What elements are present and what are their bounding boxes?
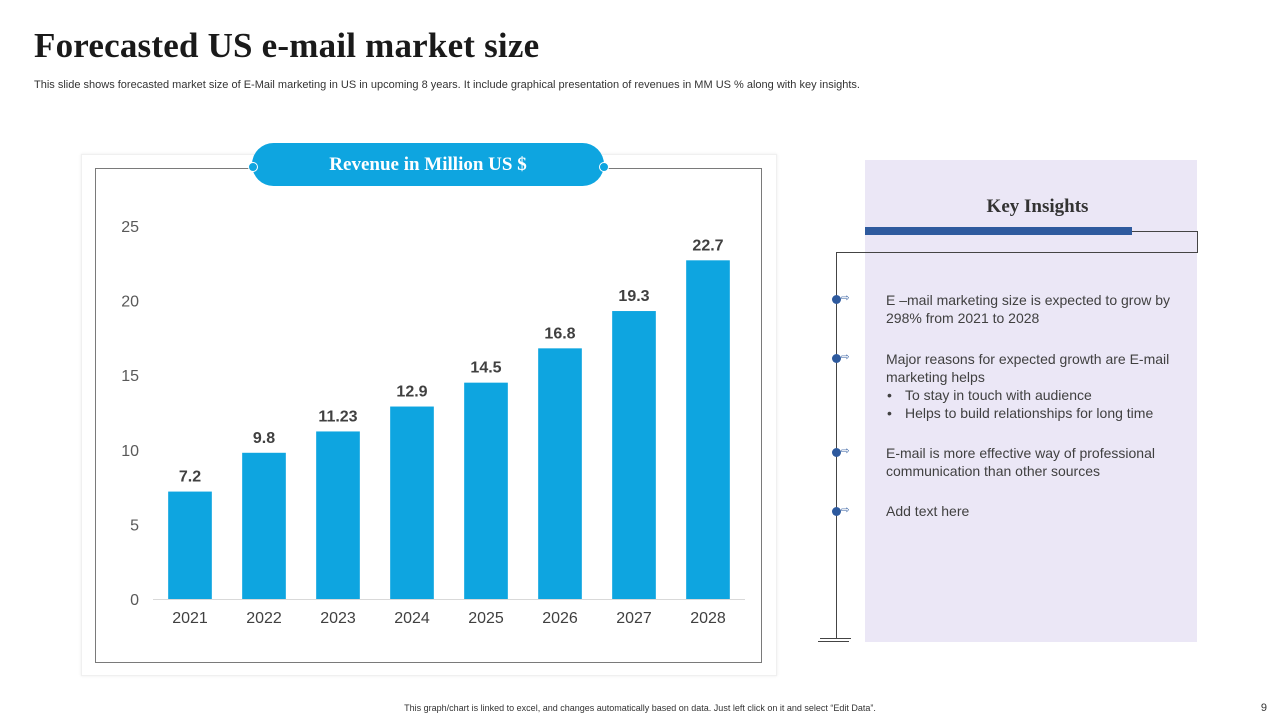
chart-title: Revenue in Million US $ — [252, 143, 604, 186]
timeline-base — [818, 641, 849, 642]
bar[interactable] — [168, 491, 212, 599]
insight-marker-dot — [832, 448, 841, 457]
bar[interactable] — [242, 452, 286, 599]
slide-subtitle: This slide shows forecasted market size … — [34, 79, 860, 91]
y-tick-label: 25 — [121, 219, 139, 236]
y-tick-label: 15 — [121, 368, 139, 385]
data-label: 11.23 — [318, 408, 357, 425]
x-tick-label: 2025 — [468, 610, 504, 627]
data-label: 9.8 — [253, 430, 275, 447]
x-tick-label: 2023 — [320, 610, 356, 627]
bar[interactable] — [464, 382, 508, 599]
insight-item: E –mail marketing size is expected to gr… — [886, 292, 1171, 326]
insight-item: Add text here — [886, 503, 970, 519]
insights-title: Key Insights — [986, 196, 1089, 217]
arrow-right-icon: ⇨ — [841, 446, 850, 457]
insight-item-text: Major reasons for expected growth are E-… — [886, 351, 1170, 385]
y-tick-label: 10 — [121, 443, 139, 460]
arrow-right-icon: ⇨ — [841, 505, 850, 516]
chart-title-right-dot — [599, 162, 609, 172]
timeline-line — [836, 252, 837, 639]
x-tick-label: 2022 — [246, 610, 282, 627]
data-label: 16.8 — [544, 325, 575, 342]
arrow-right-icon: ⇨ — [841, 293, 850, 304]
arrow-right-icon: ⇨ — [841, 352, 850, 363]
y-tick-label: 20 — [121, 294, 139, 311]
bar[interactable] — [612, 311, 656, 599]
insights-connector — [836, 252, 1198, 253]
x-tick-label: 2027 — [616, 610, 652, 627]
slide-title: Forecasted US e-mail market size — [34, 26, 540, 65]
bar[interactable] — [316, 431, 360, 599]
insight-marker-dot — [832, 354, 841, 363]
insights-connector — [1132, 231, 1198, 232]
insight-item: Major reasons for expected growth are E-… — [886, 350, 1186, 422]
bar[interactable] — [686, 260, 730, 599]
x-tick-label: 2021 — [172, 610, 208, 627]
data-label: 19.3 — [618, 288, 649, 305]
bar[interactable] — [538, 348, 582, 599]
data-label: 14.5 — [470, 360, 501, 377]
y-tick-label: 0 — [130, 592, 139, 609]
timeline-base — [820, 638, 851, 639]
insights-connector — [1197, 231, 1198, 252]
insight-item: E-mail is more effective way of professi… — [886, 445, 1155, 479]
chart-title-left-dot — [248, 162, 258, 172]
insight-sublist: To stay in touch with audience Helps to … — [886, 386, 1186, 422]
insight-subitem: Helps to build relationships for long ti… — [886, 404, 1186, 422]
insight-marker-dot — [832, 507, 841, 516]
page-number: 9 — [1260, 702, 1267, 714]
x-tick-label: 2028 — [690, 610, 726, 627]
insight-marker-dot — [832, 295, 841, 304]
x-tick-label: 2026 — [542, 610, 578, 627]
insights-accent-bar — [865, 227, 1132, 235]
x-tick-label: 2024 — [394, 610, 430, 627]
footer-note: This graph/chart is linked to excel, and… — [404, 703, 876, 713]
data-label: 12.9 — [396, 384, 427, 401]
insight-subitem: To stay in touch with audience — [886, 386, 1186, 404]
data-label: 7.2 — [179, 469, 201, 486]
data-label: 22.7 — [692, 237, 723, 254]
y-tick-label: 5 — [130, 517, 139, 534]
bar[interactable] — [390, 406, 434, 599]
